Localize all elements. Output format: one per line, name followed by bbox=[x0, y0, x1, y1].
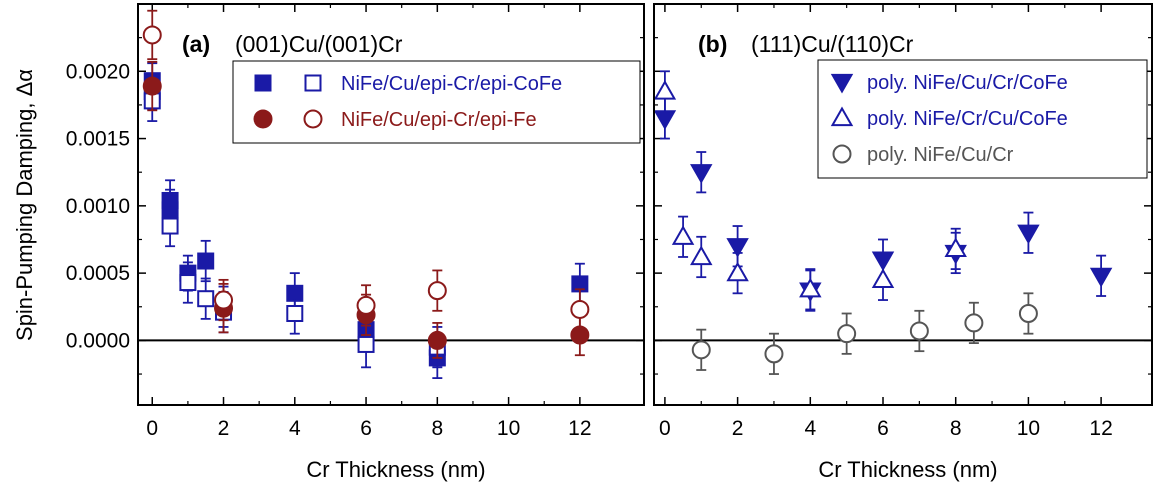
x-tick-label: 4 bbox=[289, 417, 301, 440]
x-tick-label: 10 bbox=[1017, 417, 1040, 440]
y-tick-label: 0.0005 bbox=[66, 262, 130, 285]
plot-frame bbox=[137, 3, 645, 406]
x-tick-label: 6 bbox=[877, 417, 889, 440]
data-point bbox=[286, 304, 304, 322]
legend-label: poly. NiFe/Cu/Cr bbox=[867, 144, 1014, 166]
x-tick-label: 6 bbox=[360, 417, 372, 440]
panel-label: (a) bbox=[182, 31, 210, 57]
data-point bbox=[179, 274, 197, 292]
legend-box bbox=[817, 59, 1148, 179]
data-point bbox=[964, 313, 984, 333]
x-tick-label: 0 bbox=[146, 417, 158, 440]
data-point bbox=[909, 321, 929, 341]
y-axis-title: Spin-Pumping Damping, Δα bbox=[12, 69, 37, 341]
legend-label: NiFe/Cu/epi-Cr/epi-CoFe bbox=[341, 73, 562, 95]
y-tick-label: 0.0000 bbox=[66, 329, 130, 352]
data-point bbox=[142, 25, 162, 45]
data-point bbox=[1018, 303, 1038, 323]
legend-marker bbox=[832, 144, 852, 164]
data-point bbox=[691, 340, 711, 360]
data-point bbox=[726, 238, 749, 258]
data-point bbox=[764, 344, 784, 364]
data-point bbox=[799, 277, 822, 298]
y-tick-label: 0.0020 bbox=[66, 60, 130, 83]
data-point bbox=[214, 290, 234, 310]
series-1-2 bbox=[691, 292, 1038, 375]
legend-label: poly. NiFe/Cu/Cr/CoFe bbox=[867, 72, 1068, 94]
data-point bbox=[871, 268, 895, 288]
data-point bbox=[837, 324, 857, 344]
legend-marker bbox=[304, 74, 322, 92]
data-point bbox=[653, 79, 677, 100]
series-0-3 bbox=[142, 9, 590, 331]
x-tick-label: 0 bbox=[659, 417, 671, 440]
panel-label: (b) bbox=[698, 31, 727, 57]
plot-frame bbox=[653, 3, 1153, 406]
panel-title: (111)Cu/(110)Cr bbox=[751, 31, 914, 57]
legend-marker bbox=[254, 74, 272, 92]
data-point bbox=[161, 217, 179, 235]
data-point bbox=[671, 225, 695, 245]
data-point bbox=[570, 299, 590, 319]
x-tick-label: 10 bbox=[497, 417, 520, 440]
data-point bbox=[197, 290, 215, 308]
x-tick-label: 8 bbox=[431, 417, 443, 440]
x-axis-title: Cr Thickness (nm) bbox=[306, 457, 485, 482]
x-tick-label: 2 bbox=[218, 417, 230, 440]
data-point bbox=[1089, 267, 1113, 288]
data-point bbox=[726, 261, 749, 282]
data-point bbox=[1017, 224, 1040, 245]
y-tick-label: 0.0015 bbox=[66, 128, 130, 151]
x-tick-label: 8 bbox=[950, 417, 962, 440]
legend-label: NiFe/Cu/epi-Cr/epi-Fe bbox=[341, 109, 537, 131]
data-point bbox=[357, 335, 375, 353]
legend-marker bbox=[253, 109, 273, 129]
data-point bbox=[427, 330, 447, 350]
x-tick-label: 4 bbox=[804, 417, 816, 440]
x-tick-label: 12 bbox=[568, 417, 591, 440]
x-axis-title: Cr Thickness (nm) bbox=[818, 457, 997, 482]
x-tick-label: 12 bbox=[1089, 417, 1112, 440]
series-1-1 bbox=[653, 70, 967, 311]
data-point bbox=[653, 110, 677, 130]
legend-marker bbox=[830, 73, 854, 94]
legend-label: poly. NiFe/Cr/Cu/CoFe bbox=[867, 108, 1068, 130]
data-point bbox=[142, 76, 162, 96]
data-point bbox=[427, 281, 447, 301]
data-point bbox=[197, 252, 215, 270]
x-tick-label: 2 bbox=[732, 417, 744, 440]
data-point bbox=[690, 245, 713, 266]
legend-marker bbox=[303, 109, 323, 129]
panel-title: (001)Cu/(001)Cr bbox=[235, 31, 403, 57]
legend-marker bbox=[830, 106, 854, 127]
legend-box bbox=[232, 60, 641, 144]
y-tick-label: 0.0010 bbox=[66, 195, 130, 218]
data-point bbox=[356, 295, 376, 315]
data-point bbox=[944, 237, 967, 258]
data-point bbox=[690, 164, 713, 184]
